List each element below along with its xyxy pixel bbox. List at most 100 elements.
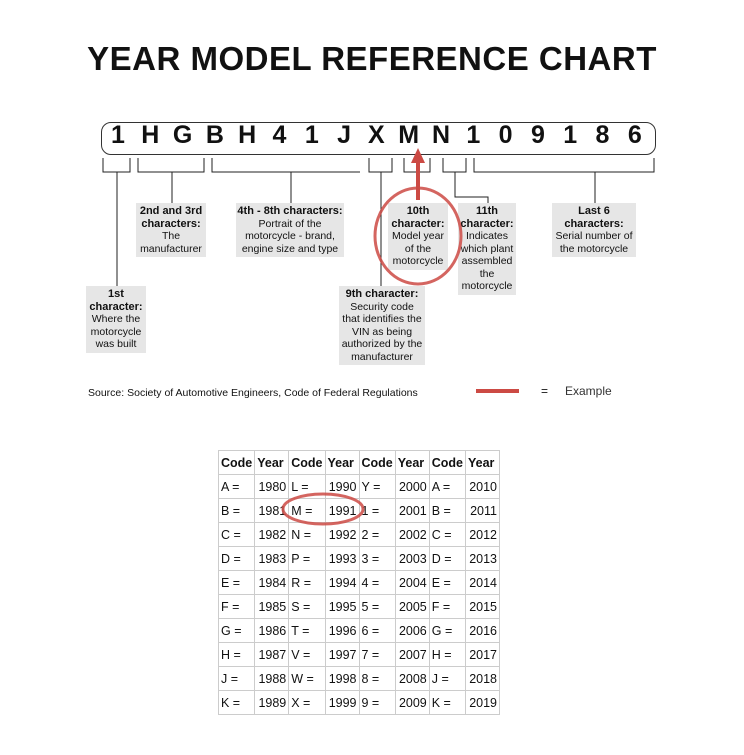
vin-character: G — [172, 121, 193, 149]
code-cell: D = — [217, 546, 256, 571]
column-header: Year — [254, 450, 290, 475]
code-cell: 4 = — [358, 570, 396, 595]
label-11th: 11th character: Indicates which plant ass… — [458, 203, 516, 295]
code-cell: B = — [217, 498, 256, 523]
column-header: Code — [428, 450, 467, 475]
column-header: Code — [217, 450, 256, 475]
label-10th: 10th character: Model year of the motorcy… — [388, 203, 448, 270]
table-row: K = 1989 X = 1999 9 = 2009 K = 2019 — [217, 690, 500, 715]
year-cell: 1983 — [254, 546, 290, 571]
table-row: F = 1985 S = 1995 5 = 2005 F = 2015 — [217, 594, 500, 619]
highlight-circle-m-1991 — [281, 492, 365, 526]
year-cell: 1987 — [254, 642, 290, 667]
code-cell: 5 = — [358, 594, 396, 619]
year-cell: 1992 — [324, 522, 360, 547]
code-cell: X = — [288, 690, 326, 715]
code-cell: M = — [288, 498, 326, 523]
vin-character: B — [205, 121, 224, 149]
bracket-last-6 — [473, 158, 655, 173]
label-1st: 1st character: Where the motorcycle was b… — [86, 286, 146, 353]
vin-character: H — [141, 121, 160, 149]
legend-equals: = — [541, 384, 549, 398]
code-cell: N = — [288, 522, 326, 547]
year-cell: 1997 — [324, 642, 360, 667]
vin-character: 9 — [530, 121, 545, 149]
year-cell: 2007 — [394, 642, 430, 667]
year-cell: 2001 — [394, 498, 430, 523]
code-cell: J = — [428, 666, 467, 691]
year-cell: 2010 — [465, 474, 500, 499]
vin-character: 1 — [304, 121, 319, 149]
code-cell: G = — [428, 618, 467, 643]
table-row: H = 1987 V = 1997 7 = 2007 H = 2017 — [217, 642, 500, 667]
vin-character: M — [398, 121, 420, 149]
label-last-6: Last 6 characters: Serial number of the m… — [552, 203, 636, 257]
year-cell: 2000 — [394, 474, 430, 499]
source-note: Source: Society of Automotive Engineers,… — [88, 387, 418, 399]
vin-character: 6 — [627, 121, 642, 149]
code-cell: 6 = — [358, 618, 396, 643]
leader-11th — [454, 172, 489, 203]
year-cell: 2015 — [465, 594, 500, 619]
year-cell: 1999 — [324, 690, 360, 715]
year-cell: 2002 — [394, 522, 430, 547]
table-row: D = 1983 P = 1993 3 = 2003 D = 2013 — [217, 546, 500, 571]
vin-character: J — [337, 121, 352, 149]
code-cell: K = — [217, 690, 256, 715]
year-cell: 2005 — [394, 594, 430, 619]
vin-character: X — [368, 121, 385, 149]
column-header: Code — [288, 450, 326, 475]
bracket-2nd-3rd — [137, 158, 205, 173]
vin-character: H — [238, 121, 257, 149]
year-cell: 1994 — [324, 570, 360, 595]
highlight-circle-10th — [373, 186, 463, 286]
label-4th-8th: 4th - 8th characters: Portrait of the mot… — [236, 203, 344, 257]
code-cell: C = — [428, 522, 467, 547]
code-cell: G = — [217, 618, 256, 643]
code-cell: Y = — [358, 474, 396, 499]
vin-character: 0 — [498, 121, 513, 149]
code-cell: E = — [428, 570, 467, 595]
year-cell: 1993 — [324, 546, 360, 571]
code-cell: B = — [428, 498, 467, 523]
table-row: J = 1988 W = 1998 8 = 2008 J = 2018 — [217, 666, 500, 691]
table-row: G = 1986 T = 1996 6 = 2006 G = 2016 — [217, 618, 500, 643]
table-row: E = 1984 R = 1994 4 = 2004 E = 2014 — [217, 570, 500, 595]
highlight-arrow-head — [411, 148, 425, 163]
code-cell: D = — [428, 546, 467, 571]
year-code-table: Code Year Code Year Code Year Code Year A = 1980… — [217, 450, 500, 715]
year-cell: 1984 — [254, 570, 290, 595]
code-cell: W = — [288, 666, 326, 691]
year-cell: 1980 — [254, 474, 290, 499]
vin-character: N — [431, 121, 451, 149]
code-cell: R = — [288, 570, 326, 595]
page-title: YEAR MODEL REFERENCE CHART — [87, 40, 657, 77]
label-9th: 9th character: Security code that identif… — [339, 286, 425, 365]
code-cell: 9 = — [358, 690, 396, 715]
code-cell: J = — [217, 666, 256, 691]
legend-label: Example — [565, 384, 612, 398]
column-header: Code — [358, 450, 396, 475]
code-cell: S = — [288, 594, 326, 619]
year-cell: 2011 — [465, 498, 500, 523]
column-header: Year — [465, 450, 500, 475]
vin-character: 1 — [466, 121, 481, 149]
code-cell: 1 = — [358, 498, 396, 523]
table-row: C = 1982 N = 1992 2 = 2002 C = 2012 — [217, 522, 500, 547]
vin-box — [101, 122, 656, 155]
label-2nd-3rd: 2nd and 3rd characters: The manufacturer — [136, 203, 206, 257]
bracket-4th-8th — [211, 158, 360, 173]
code-cell: 3 = — [358, 546, 396, 571]
year-cell: 2004 — [394, 570, 430, 595]
year-cell: 1989 — [254, 690, 290, 715]
year-cell: 2006 — [394, 618, 430, 643]
column-header: Year — [394, 450, 430, 475]
year-cell: 2013 — [465, 546, 500, 571]
year-cell: 2019 — [465, 690, 500, 715]
code-cell: K = — [428, 690, 467, 715]
year-cell: 2003 — [394, 546, 430, 571]
table-header-row: Code Year Code Year Code Year Code Year — [217, 450, 500, 475]
